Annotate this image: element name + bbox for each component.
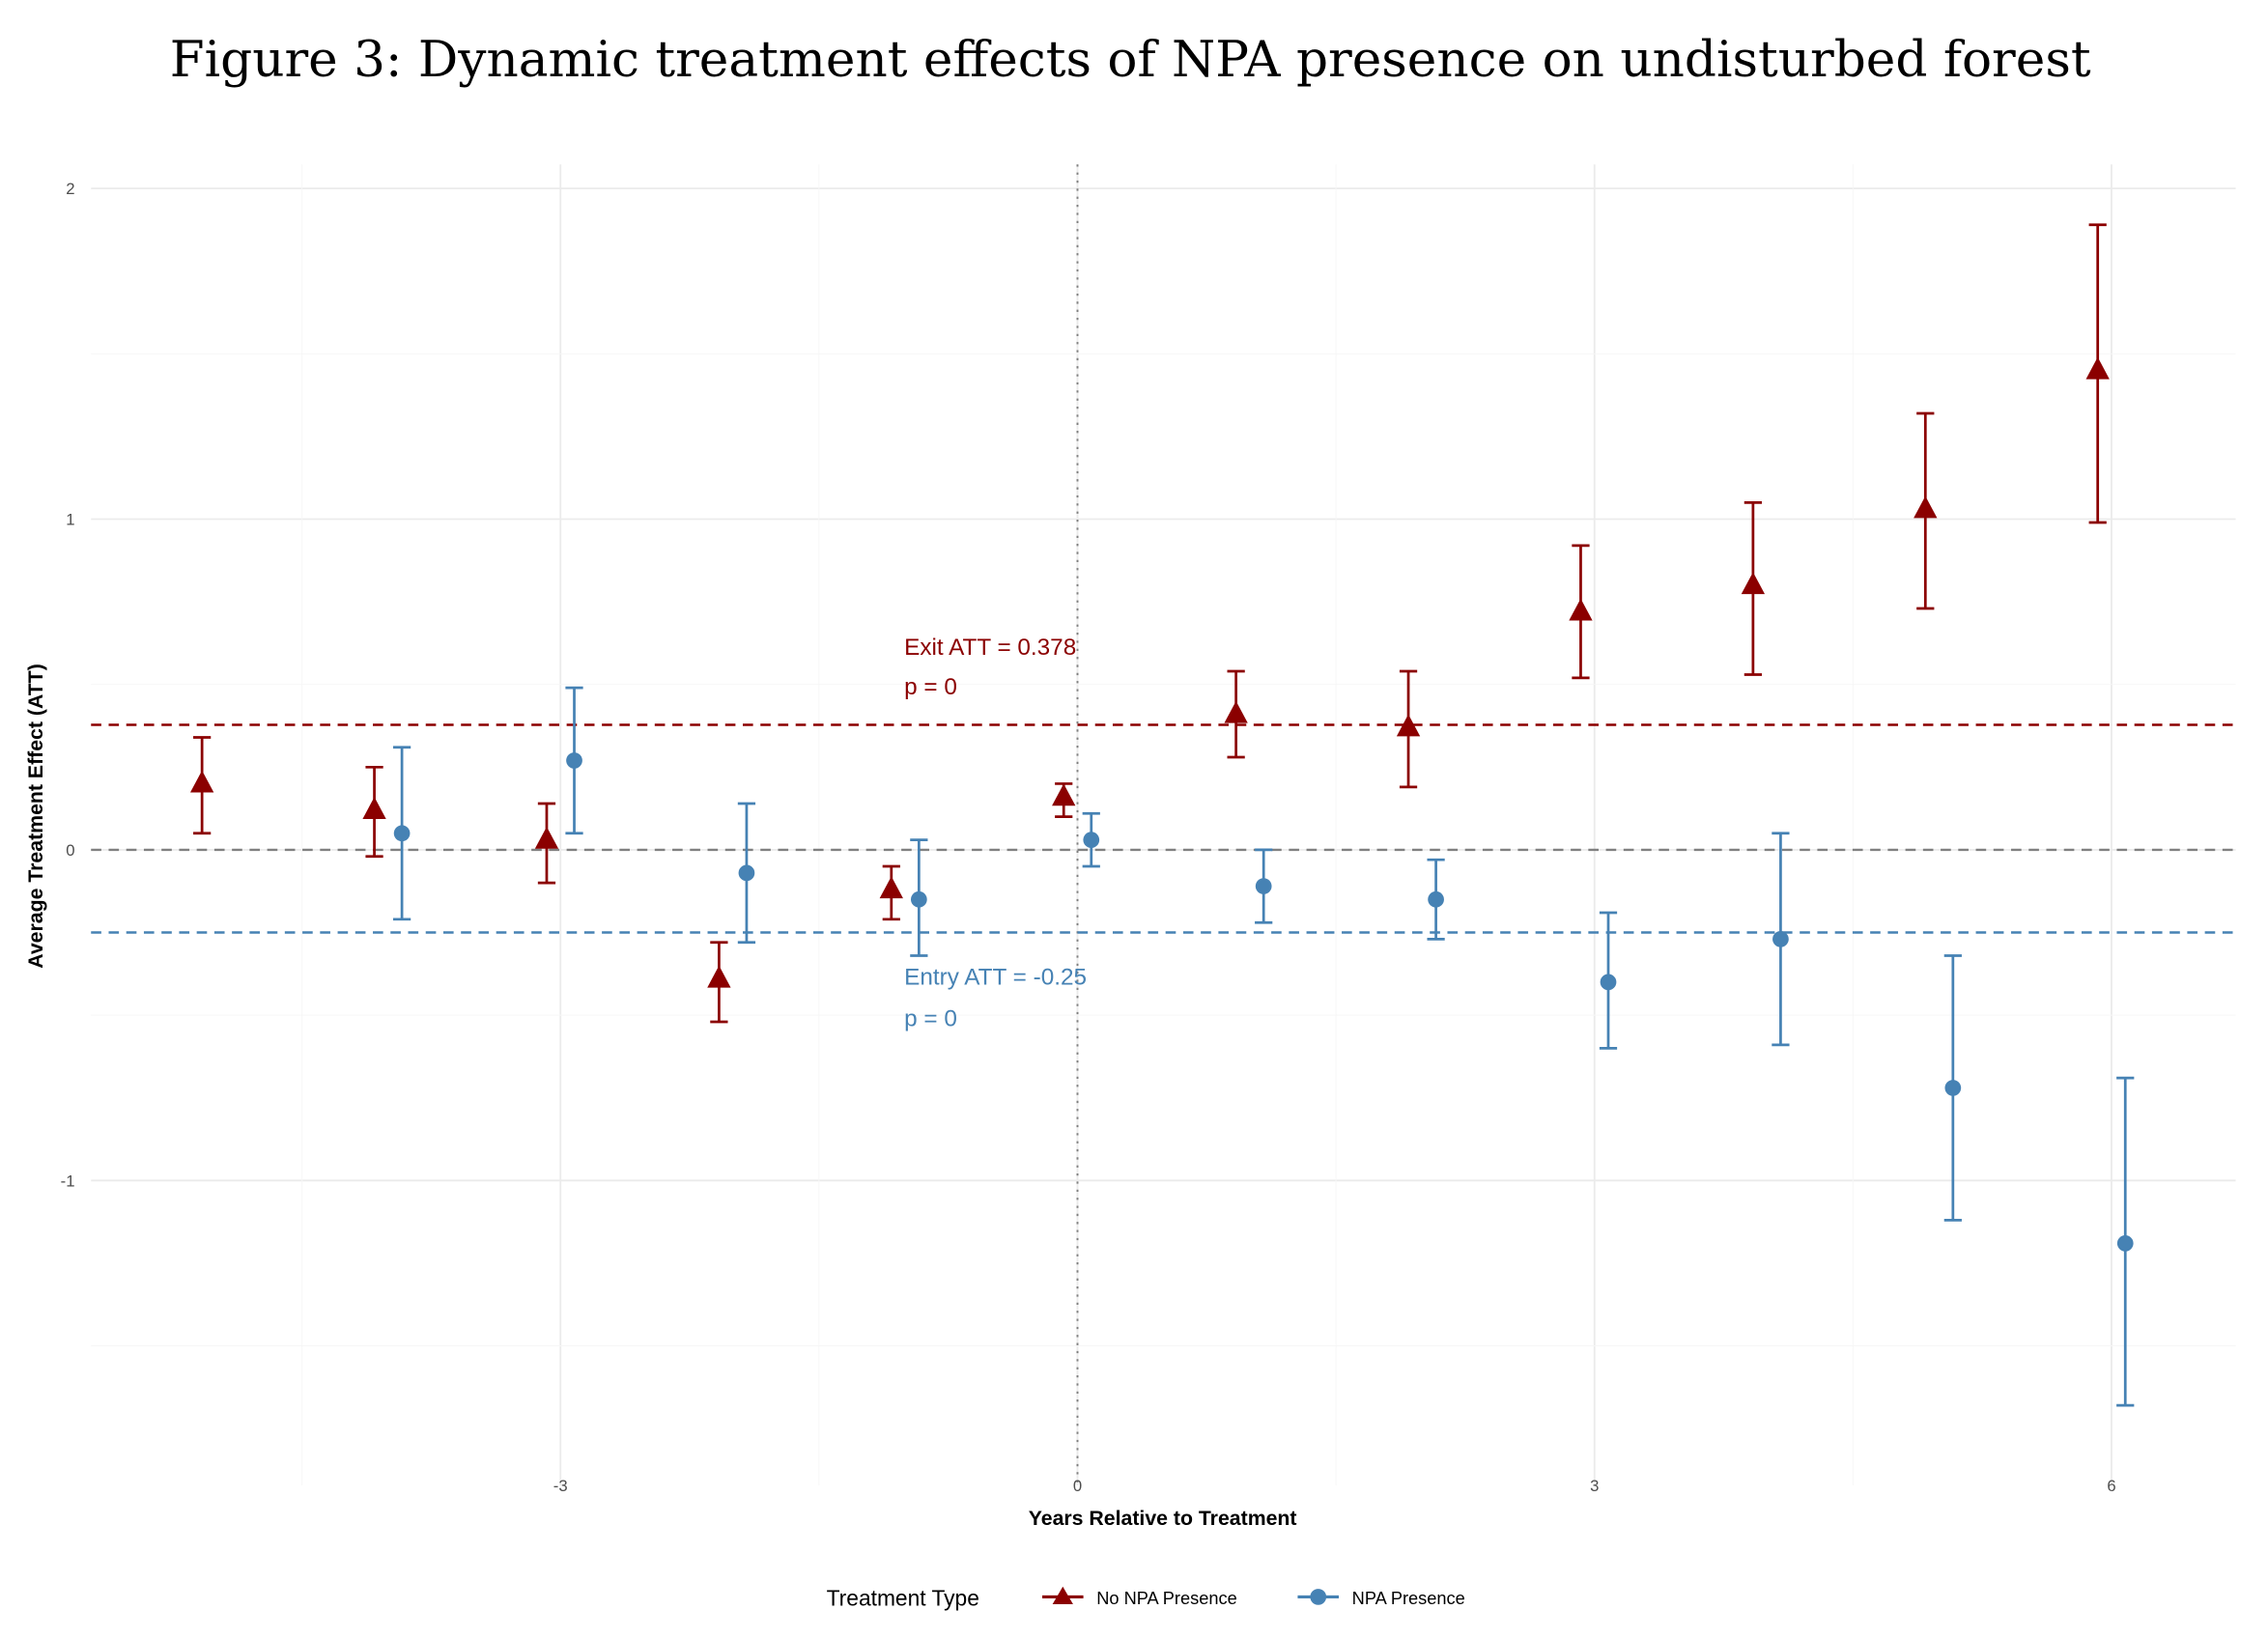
npa-point: [393, 825, 411, 842]
npa-point: [1944, 1080, 1962, 1096]
no-npa-point: [1396, 714, 1421, 737]
y-tick-label: 1: [66, 511, 74, 529]
entry-att-annotation: Entry ATT = -0.25: [904, 965, 1087, 991]
y-tick-label: 2: [66, 180, 74, 198]
no-npa-point: [879, 876, 903, 899]
legend-label-no-npa: No NPA Presence: [1096, 1588, 1236, 1608]
x-axis-label: Years Relative to Treatment: [1029, 1507, 1297, 1530]
npa-point: [1083, 832, 1100, 849]
y-tick-label: -1: [61, 1172, 75, 1190]
exit-att-annotation: Exit ATT = 0.378: [904, 635, 1076, 661]
tick-labels: -3 0 3 6 -1 0 1 2: [61, 180, 2116, 1495]
legend: Treatment Type No NPA Presence NPA Prese…: [827, 1586, 1465, 1611]
npa-point: [738, 864, 755, 882]
npa-point: [1600, 974, 1617, 991]
x-tick-label: 3: [1590, 1477, 1599, 1495]
npa-point: [910, 890, 927, 908]
chart-title: Figure 3: Dynamic treatment effects of N…: [170, 31, 2091, 89]
entry-p-annotation: p = 0: [904, 1005, 957, 1031]
no-npa-point: [189, 770, 214, 793]
legend-circle-icon: [1310, 1589, 1327, 1605]
no-npa-point: [1052, 783, 1076, 806]
legend-title: Treatment Type: [827, 1586, 979, 1611]
no-npa-point: [2085, 356, 2110, 380]
gridlines: [91, 164, 2236, 1485]
legend-triangle-icon: [1052, 1586, 1073, 1605]
npa-point: [1772, 931, 1789, 947]
npa-point: [566, 752, 582, 769]
y-axis-label: Average Treatment Effect (ATT): [24, 664, 47, 969]
exit-p-annotation: p = 0: [904, 674, 957, 700]
no-npa-point: [1741, 572, 1766, 595]
no-npa-point: [1914, 495, 1938, 519]
no-npa-point: [707, 965, 731, 988]
x-tick-label: 6: [2107, 1477, 2115, 1495]
data-marks: [189, 223, 2135, 1407]
no-npa-point: [534, 826, 559, 849]
no-npa-point: [1569, 598, 1593, 621]
x-tick-label: -3: [553, 1477, 568, 1495]
no-npa-point: [362, 797, 386, 819]
no-npa-point: [1224, 700, 1248, 723]
x-tick-label: 0: [1073, 1477, 1082, 1495]
npa-point: [2116, 1235, 2134, 1252]
npa-point: [1255, 878, 1272, 894]
reference-lines: [91, 164, 2236, 1485]
y-tick-label: 0: [66, 841, 74, 860]
legend-label-npa: NPA Presence: [1352, 1588, 1465, 1608]
npa-point: [1428, 890, 1444, 908]
